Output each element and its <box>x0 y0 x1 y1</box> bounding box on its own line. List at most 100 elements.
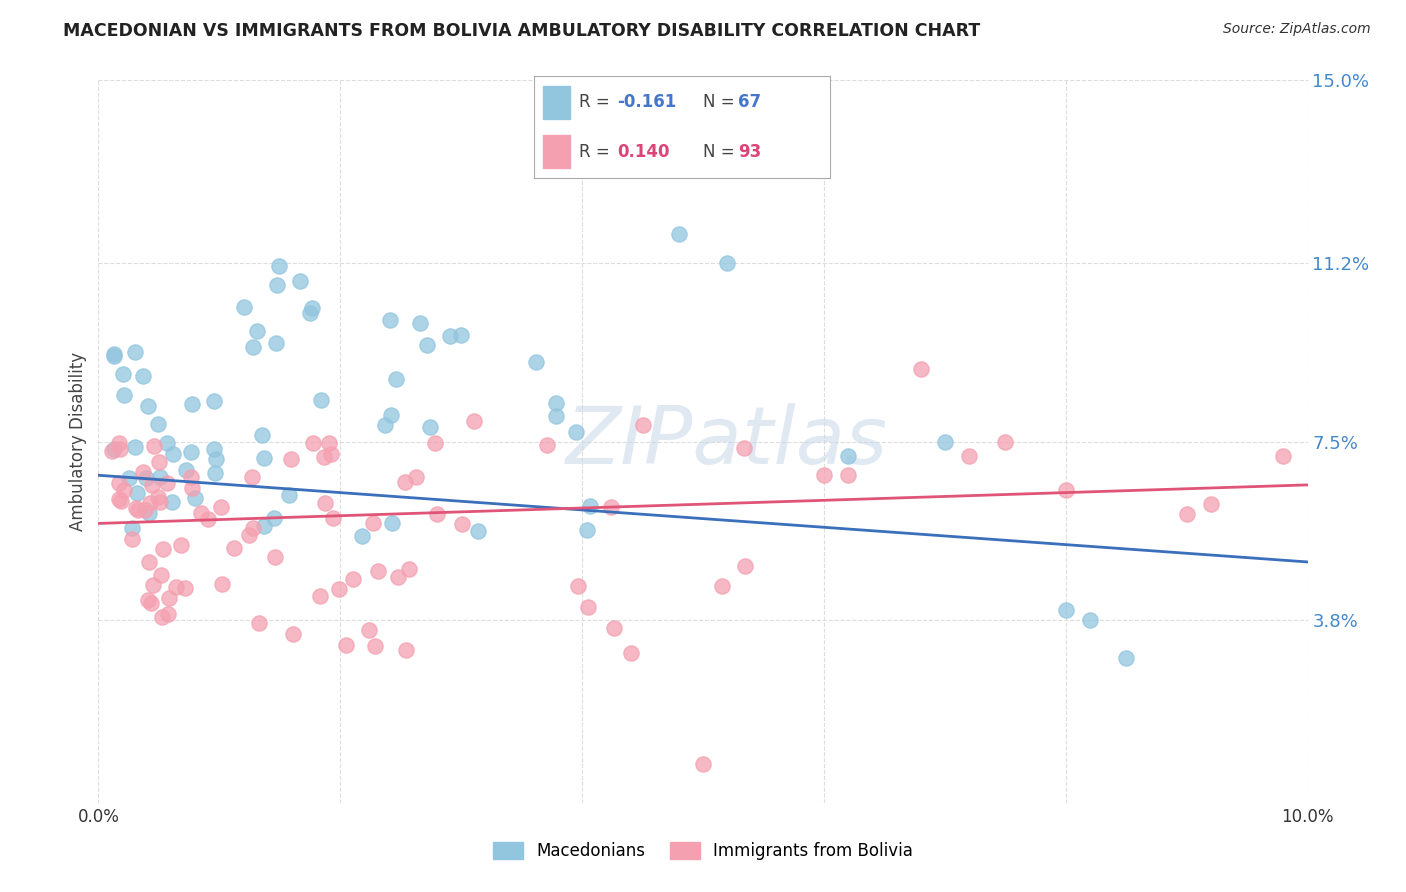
Point <box>322 511 344 525</box>
Point <box>301 436 323 450</box>
Point <box>1175 507 1198 521</box>
Point <box>107 476 129 491</box>
Point <box>242 520 264 534</box>
Point <box>125 501 148 516</box>
Point <box>146 417 169 431</box>
Point <box>314 496 336 510</box>
Point <box>546 396 568 410</box>
Point <box>361 516 384 530</box>
Point <box>1272 449 1295 463</box>
Point <box>335 638 357 652</box>
Point <box>1115 651 1137 665</box>
Point <box>252 450 274 465</box>
Bar <box>543 87 569 119</box>
Point <box>387 570 409 584</box>
Point <box>301 301 323 315</box>
Point <box>173 581 195 595</box>
Text: -0.161: -0.161 <box>617 94 676 112</box>
Point <box>312 450 335 464</box>
Point <box>328 582 350 596</box>
Point <box>132 368 155 383</box>
Point <box>374 417 396 432</box>
Point <box>364 639 387 653</box>
Point <box>108 442 131 456</box>
Point <box>352 529 374 543</box>
Point <box>156 475 179 490</box>
Point <box>211 576 233 591</box>
Point <box>267 260 290 274</box>
Point <box>107 492 129 507</box>
Point <box>567 578 589 592</box>
Point <box>290 275 312 289</box>
Point <box>250 427 273 442</box>
Point <box>202 442 225 456</box>
Text: N =: N = <box>703 94 740 112</box>
Text: Source: ZipAtlas.com: Source: ZipAtlas.com <box>1223 22 1371 37</box>
Point <box>692 757 714 772</box>
Point <box>576 523 599 537</box>
Point <box>367 564 389 578</box>
Point <box>321 447 343 461</box>
Point <box>180 445 202 459</box>
Point <box>118 471 141 485</box>
Point <box>149 495 172 509</box>
Point <box>439 329 461 343</box>
Point <box>565 425 588 439</box>
Point <box>162 447 184 461</box>
Point <box>107 436 129 450</box>
Text: 93: 93 <box>738 143 761 161</box>
Point <box>222 541 245 555</box>
Point <box>146 490 169 504</box>
Point <box>204 467 226 481</box>
Point <box>957 449 980 463</box>
Point <box>156 607 179 621</box>
Point <box>180 470 202 484</box>
Point <box>181 397 204 411</box>
Point <box>398 562 420 576</box>
Point <box>124 440 146 454</box>
Point <box>121 521 143 535</box>
Point <box>205 452 228 467</box>
Point <box>202 393 225 408</box>
Point <box>131 465 153 479</box>
Point <box>277 488 299 502</box>
Text: R =: R = <box>579 143 614 161</box>
Point <box>734 559 756 574</box>
Point <box>181 481 204 495</box>
Point <box>308 589 330 603</box>
Point <box>380 408 402 422</box>
Point <box>157 591 180 605</box>
Point <box>1078 613 1101 627</box>
Point <box>710 579 733 593</box>
Point <box>103 347 125 361</box>
Point <box>101 443 124 458</box>
Point <box>134 503 156 517</box>
Point <box>174 463 197 477</box>
Point <box>127 502 149 516</box>
Point <box>342 572 364 586</box>
Point <box>138 506 160 520</box>
Point <box>318 435 340 450</box>
Point <box>578 599 600 614</box>
Point <box>266 277 288 292</box>
Point <box>138 592 160 607</box>
Point <box>405 470 427 484</box>
Point <box>240 469 263 483</box>
Point <box>394 475 416 489</box>
Point <box>837 468 859 483</box>
Point <box>103 349 125 363</box>
Point <box>114 388 136 402</box>
Point <box>152 541 174 556</box>
Point <box>603 621 626 635</box>
Legend: Macedonians, Immigrants from Bolivia: Macedonians, Immigrants from Bolivia <box>486 835 920 867</box>
Point <box>141 477 163 491</box>
Text: 67: 67 <box>738 94 761 112</box>
Bar <box>543 136 569 168</box>
Point <box>1054 603 1077 617</box>
Point <box>170 538 193 552</box>
Point <box>1199 497 1222 511</box>
Point <box>631 418 654 433</box>
Point <box>138 496 160 510</box>
Point <box>150 568 173 582</box>
Point <box>384 372 406 386</box>
